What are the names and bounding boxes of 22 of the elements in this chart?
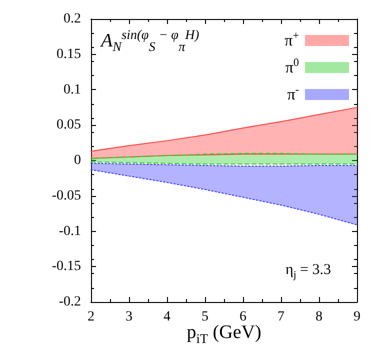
y-tick-label: 0.1 [64, 82, 81, 98]
x-tick-label: 5 [202, 310, 208, 324]
y-tick-label: -0.2 [58, 294, 81, 310]
x-tick-label: 9 [354, 310, 360, 324]
y-tick-label: 0.05 [56, 118, 81, 133]
legend-label: π$^{0}$ [285, 57, 299, 78]
y-tick-label: -0.05 [52, 188, 81, 204]
x-tick-label: 3 [126, 310, 132, 324]
y-tick-label: 0 [74, 153, 81, 168]
x-tick-label: 8 [316, 310, 322, 324]
x-tick-label: 6 [240, 310, 246, 324]
annotation: η$_{j}$ = 3.3 [286, 262, 331, 281]
legend-label: π$^{-}$ [287, 84, 299, 105]
legend-label: π$^{+}$ [284, 30, 299, 51]
y-tick-label: -0.15 [52, 259, 81, 274]
x-axis-title: p$_{iT}$ (GeV) [186, 322, 262, 346]
x-tick-label: 2 [88, 310, 94, 324]
y-tick-label: 0.15 [56, 46, 81, 62]
x-tick-label: 7 [278, 310, 284, 324]
y-tick-label: 0.2 [64, 12, 81, 26]
x-tick-label: 4 [164, 310, 170, 324]
y-tick-label: -0.1 [58, 224, 81, 239]
